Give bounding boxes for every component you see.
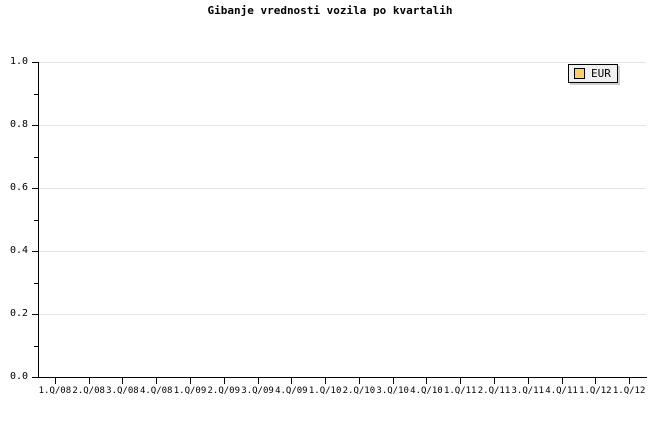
x-axis-tick <box>224 378 225 384</box>
y-axis-tick <box>32 251 38 252</box>
x-axis-tick-label: 3.Q/09 <box>241 386 274 396</box>
y-axis-tick-label: 0.0 <box>9 371 28 382</box>
x-axis-tick <box>528 378 529 384</box>
x-axis-tick-label: 1.Q/08 <box>38 386 72 396</box>
y-axis-minor-tick <box>34 219 38 221</box>
y-axis-tick-label: 0.2 <box>9 308 28 319</box>
x-axis-tick-label: 1.Q/12 <box>612 386 646 396</box>
x-axis-tick <box>291 378 292 384</box>
gridline <box>38 251 646 252</box>
gridline <box>38 314 646 315</box>
y-axis-tick-label: 0.8 <box>9 119 28 130</box>
x-axis-tick-label: 1.Q/10 <box>308 386 342 396</box>
x-axis-tick-label: 4.Q/10 <box>410 386 443 396</box>
x-axis-tick <box>89 378 90 384</box>
x-axis-tick-label: 2.Q/10 <box>342 386 376 396</box>
x-axis-tick-label: 3.Q/08 <box>106 386 139 396</box>
legend-item-label: EUR <box>591 67 611 80</box>
x-axis-tick-label: 2.Q/11 <box>477 386 511 396</box>
x-axis-tick-label: 1.Q/12 <box>579 386 612 396</box>
gridline <box>38 125 646 126</box>
x-axis-tick <box>190 378 191 384</box>
x-axis-tick <box>460 378 461 384</box>
y-axis-minor-tick <box>34 282 38 284</box>
x-axis-tick <box>156 378 157 384</box>
x-axis-tick-label: 3.Q/11 <box>511 386 545 396</box>
x-axis-tick-label: 2.Q/09 <box>207 386 241 396</box>
x-axis-tick <box>562 378 563 384</box>
x-axis-tick <box>595 378 596 384</box>
x-axis-tick <box>122 378 123 384</box>
x-axis-tick-label: 2.Q/08 <box>72 386 105 396</box>
gridline <box>38 188 646 189</box>
y-axis-tick <box>32 314 38 315</box>
y-axis-tick <box>32 125 38 126</box>
y-axis-tick-label: 0.4 <box>9 245 28 256</box>
y-axis-minor-tick <box>34 93 38 95</box>
x-axis-tick <box>494 378 495 384</box>
x-axis-tick <box>426 378 427 384</box>
chart-legend[interactable]: EUR <box>568 64 618 83</box>
x-axis-tick <box>258 378 259 384</box>
y-axis-tick <box>32 62 38 63</box>
y-axis-minor-tick <box>34 156 38 158</box>
chart-title: Gibanje vrednosti vozila po kvartalih <box>207 4 453 17</box>
x-axis-line <box>38 377 647 378</box>
y-axis-line <box>38 62 39 378</box>
y-axis-tick <box>32 188 38 189</box>
y-axis-tick-label: 1.0 <box>9 56 28 67</box>
x-axis-tick-label: 3.Q/10 <box>376 386 409 396</box>
plot-area <box>38 62 646 378</box>
x-axis-tick-label: 1.Q/11 <box>443 386 477 396</box>
x-axis-tick <box>55 378 56 384</box>
y-axis-tick-label: 0.6 <box>9 182 28 193</box>
y-axis-minor-tick <box>34 345 38 347</box>
x-axis-tick-label: 4.Q/11 <box>545 386 578 396</box>
x-axis-tick <box>629 378 630 384</box>
x-axis-tick <box>359 378 360 384</box>
x-axis-tick <box>393 378 394 384</box>
x-axis-tick-label: 1.Q/09 <box>173 386 207 396</box>
legend-color-swatch <box>574 68 585 79</box>
x-axis-tick-label: 4.Q/08 <box>139 386 173 396</box>
gridline <box>38 62 646 63</box>
x-axis-tick <box>325 378 326 384</box>
x-axis-tick-label: 4.Q/09 <box>275 386 308 396</box>
y-axis-tick <box>32 377 38 378</box>
